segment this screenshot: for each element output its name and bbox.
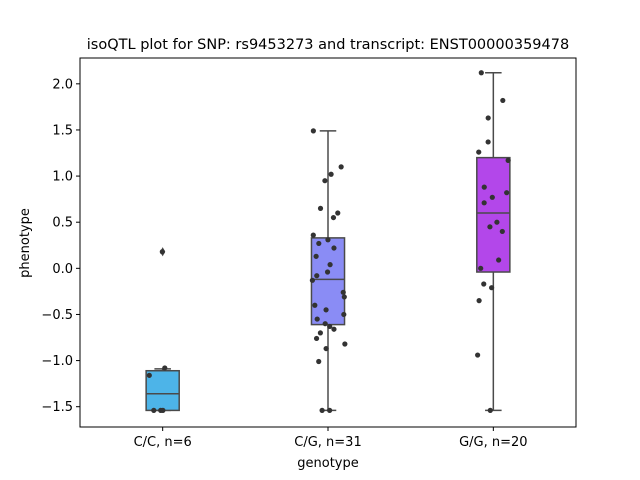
data-point	[323, 345, 329, 352]
data-point	[160, 407, 166, 413]
data-point	[496, 257, 502, 263]
data-point	[309, 277, 315, 283]
y-tick-label: 0.0	[52, 262, 73, 277]
x-tick-label: C/G, n=31	[294, 435, 361, 450]
data-point	[341, 294, 347, 300]
data-point	[146, 372, 152, 378]
data-point	[342, 341, 348, 347]
boxes-layer	[145, 72, 511, 412]
y-axis: −1.5 −1.0 −0.5 0.0 0.5 1.0 1.5 2.0	[41, 77, 80, 415]
data-point	[478, 70, 484, 76]
data-point	[475, 352, 481, 358]
data-point	[487, 224, 493, 230]
y-tick-label: −0.5	[41, 308, 73, 323]
x-tick-label: C/C, n=6	[134, 435, 192, 450]
data-point	[481, 200, 487, 206]
data-point	[313, 253, 319, 259]
box-iqr	[310, 237, 346, 326]
data-point	[327, 323, 333, 330]
data-point	[151, 407, 157, 413]
data-point	[323, 307, 329, 313]
data-point	[489, 194, 495, 200]
data-point	[310, 128, 316, 134]
y-axis-label: phenotype	[18, 208, 33, 278]
data-point	[313, 335, 320, 342]
data-point	[476, 298, 482, 304]
chart-title: isoQTL plot for SNP: rs9453273 and trans…	[87, 37, 569, 53]
y-tick-label: −1.0	[41, 354, 73, 369]
data-point	[159, 249, 165, 255]
data-point	[504, 190, 510, 196]
data-point	[500, 97, 506, 104]
x-axis-label: genotype	[297, 456, 358, 471]
data-point	[162, 365, 168, 371]
y-tick-label: −1.5	[41, 400, 73, 415]
data-point	[481, 281, 487, 287]
y-tick-label: 1.5	[52, 123, 73, 138]
data-point	[317, 205, 324, 211]
data-point	[481, 184, 487, 190]
data-point	[341, 311, 347, 318]
data-point	[489, 285, 495, 291]
data-point	[328, 171, 334, 177]
data-point	[478, 265, 484, 271]
box-group	[145, 247, 180, 412]
box-iqr	[145, 369, 180, 412]
data-point	[316, 240, 322, 247]
data-point	[314, 273, 320, 279]
data-point	[494, 219, 500, 225]
data-point	[499, 228, 505, 235]
data-point	[331, 326, 337, 332]
data-point	[476, 149, 482, 155]
data-point	[316, 358, 322, 365]
y-tick-label: 2.0	[52, 77, 73, 92]
x-tick-label: G/G, n=20	[459, 435, 527, 450]
box-group	[476, 72, 511, 412]
data-point	[322, 321, 328, 327]
data-point	[314, 316, 320, 322]
data-point	[322, 178, 328, 184]
data-point	[340, 289, 346, 295]
y-tick-label: 1.0	[52, 170, 73, 185]
y-tick-label: 0.5	[52, 216, 73, 231]
data-point	[324, 269, 331, 275]
data-point	[330, 214, 337, 221]
data-point	[327, 407, 333, 413]
data-point	[487, 407, 493, 413]
data-point	[335, 210, 341, 216]
x-axis: C/C, n=6 C/G, n=31 G/G, n=20	[134, 427, 528, 450]
data-point	[485, 139, 491, 145]
data-point	[317, 330, 323, 336]
data-point	[312, 302, 318, 308]
box-iqr	[476, 156, 511, 273]
points-layer	[146, 70, 511, 413]
data-point	[319, 407, 325, 413]
data-point	[505, 157, 511, 163]
data-point	[338, 164, 344, 170]
data-point	[325, 237, 331, 243]
data-point	[310, 232, 316, 238]
data-point	[331, 245, 337, 251]
data-point	[327, 262, 333, 268]
data-point	[485, 115, 491, 121]
